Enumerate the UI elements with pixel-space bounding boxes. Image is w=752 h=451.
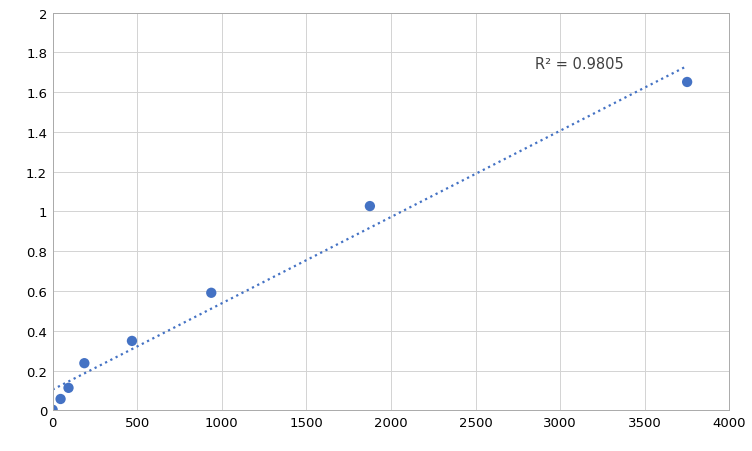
- Point: [126, 337, 138, 345]
- Point: [205, 290, 217, 297]
- Text: R² = 0.9805: R² = 0.9805: [535, 57, 623, 72]
- Point: [78, 360, 90, 367]
- Point: [681, 79, 693, 87]
- Point: [62, 384, 74, 391]
- Point: [364, 203, 376, 210]
- Point: [47, 406, 59, 414]
- Point: [55, 396, 67, 403]
